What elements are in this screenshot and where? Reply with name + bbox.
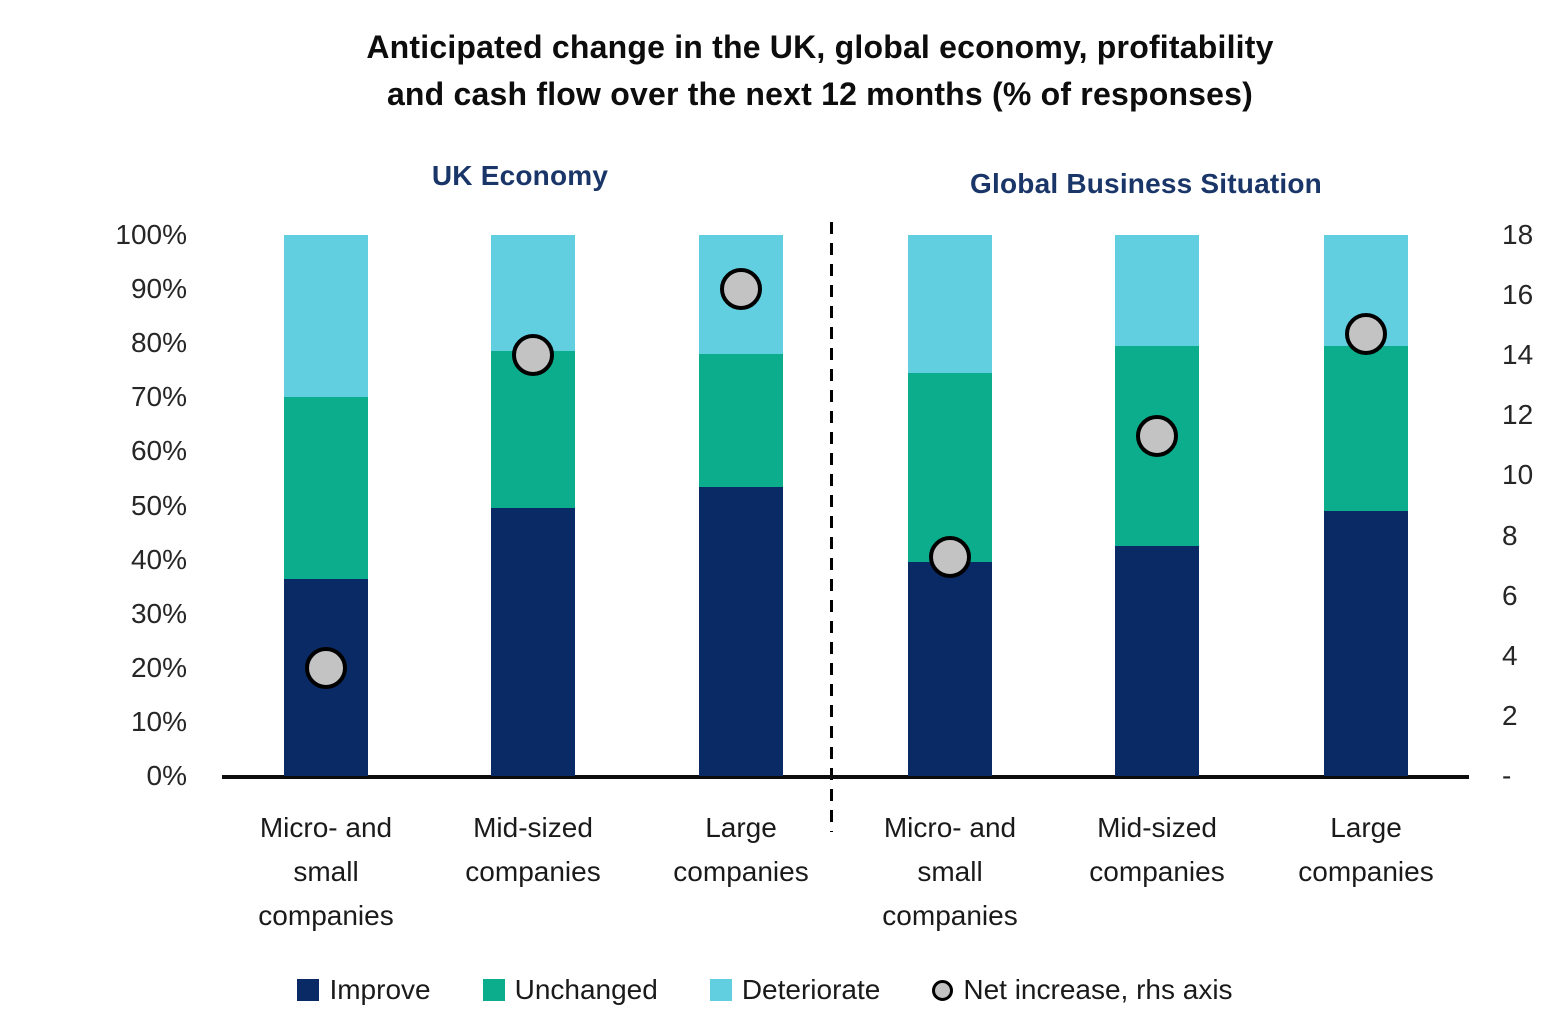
bar-segment-unchanged bbox=[699, 354, 783, 487]
y-axis-label-left: 20% bbox=[130, 651, 187, 683]
unchanged-swatch-icon bbox=[482, 979, 505, 1001]
x-axis-line bbox=[222, 775, 1469, 779]
bar-segment-improve bbox=[1115, 546, 1199, 776]
y-axis-label-left: 0% bbox=[146, 760, 187, 791]
legend: Improve Unchanged Deteriorate Net increa… bbox=[0, 974, 1564, 1006]
panel-title-global-business: Global Business Situation bbox=[970, 168, 1322, 199]
x-axis-label: Mid-sized companies bbox=[1089, 812, 1225, 887]
y-axis-label-left: 50% bbox=[130, 489, 187, 521]
bar-segment-deteriorate bbox=[284, 235, 368, 398]
bar-segment-unchanged bbox=[908, 372, 992, 563]
panel-title-uk-economy: UK Economy bbox=[431, 160, 609, 191]
bar-segment-deteriorate bbox=[1115, 235, 1199, 346]
y-axis-label-left: 30% bbox=[130, 597, 187, 629]
legend-item-net-increase: Net increase, rhs axis bbox=[932, 974, 1233, 1006]
y-axis-label-left: 100% bbox=[115, 219, 187, 250]
legend-item-deteriorate: Deteriorate bbox=[709, 974, 881, 1006]
net-increase-marker bbox=[512, 334, 554, 377]
y-axis-label-left: 40% bbox=[130, 543, 187, 575]
net-increase-marker bbox=[305, 646, 347, 689]
improve-swatch-icon bbox=[297, 979, 320, 1001]
y-axis-label-right: 8 bbox=[1502, 519, 1518, 551]
net-increase-marker bbox=[720, 268, 762, 311]
x-axis-label: Large companies bbox=[1298, 812, 1434, 887]
bar-segment-improve bbox=[699, 486, 783, 776]
bar-segment-improve bbox=[1324, 510, 1408, 776]
y-axis-label-left: 70% bbox=[130, 381, 187, 413]
bar-segment-unchanged bbox=[1324, 345, 1408, 511]
chart-title: Anticipated change in the UK, global eco… bbox=[366, 29, 1274, 112]
bar-segment-improve bbox=[908, 562, 992, 776]
legend-item-improve: Improve bbox=[297, 974, 431, 1006]
bar-segment-unchanged bbox=[284, 397, 368, 579]
legend-label-unchanged: Unchanged bbox=[514, 974, 658, 1005]
y-axis-label-right: 14 bbox=[1502, 339, 1534, 371]
bar-segment-deteriorate bbox=[908, 235, 992, 373]
bar-segment-unchanged bbox=[491, 351, 575, 509]
y-axis-label-right: 4 bbox=[1502, 639, 1518, 671]
bar-segment-improve bbox=[491, 508, 575, 776]
y-axis-label-left: 10% bbox=[130, 705, 187, 737]
y-axis-label-right: 18 bbox=[1502, 219, 1534, 250]
legend-label-deteriorate: Deteriorate bbox=[741, 974, 881, 1005]
y-axis-label-right: 12 bbox=[1502, 399, 1534, 431]
y-axis-label-right: 6 bbox=[1502, 579, 1518, 611]
y-axis-label-left: 60% bbox=[130, 435, 187, 467]
y-axis-label-left: 80% bbox=[130, 327, 187, 359]
net-increase-marker bbox=[1345, 313, 1387, 356]
legend-item-unchanged: Unchanged bbox=[482, 974, 658, 1006]
net-increase-marker bbox=[1136, 415, 1178, 458]
x-axis-label: Mid-sized companies bbox=[465, 812, 601, 887]
y-axis-label-right: 2 bbox=[1502, 699, 1518, 731]
y-axis-label-right: 16 bbox=[1502, 279, 1534, 311]
y-axis-label-right: 10 bbox=[1502, 459, 1534, 491]
deteriorate-swatch-icon bbox=[709, 979, 732, 1001]
x-axis-label: Micro- and small companies bbox=[258, 812, 394, 931]
y-axis-label-left: 90% bbox=[130, 273, 187, 305]
x-axis-label: Micro- and small companies bbox=[882, 812, 1018, 931]
legend-label-improve: Improve bbox=[329, 974, 431, 1005]
net-increase-marker-icon bbox=[932, 979, 954, 1001]
net-increase-marker bbox=[929, 535, 971, 578]
panel-divider-dashed-line bbox=[830, 222, 833, 832]
x-axis-label: Large companies bbox=[673, 812, 809, 887]
y-axis-label-right: - bbox=[1502, 760, 1512, 791]
bar-segment-deteriorate bbox=[491, 235, 575, 352]
legend-label-net-increase: Net increase, rhs axis bbox=[963, 974, 1233, 1005]
